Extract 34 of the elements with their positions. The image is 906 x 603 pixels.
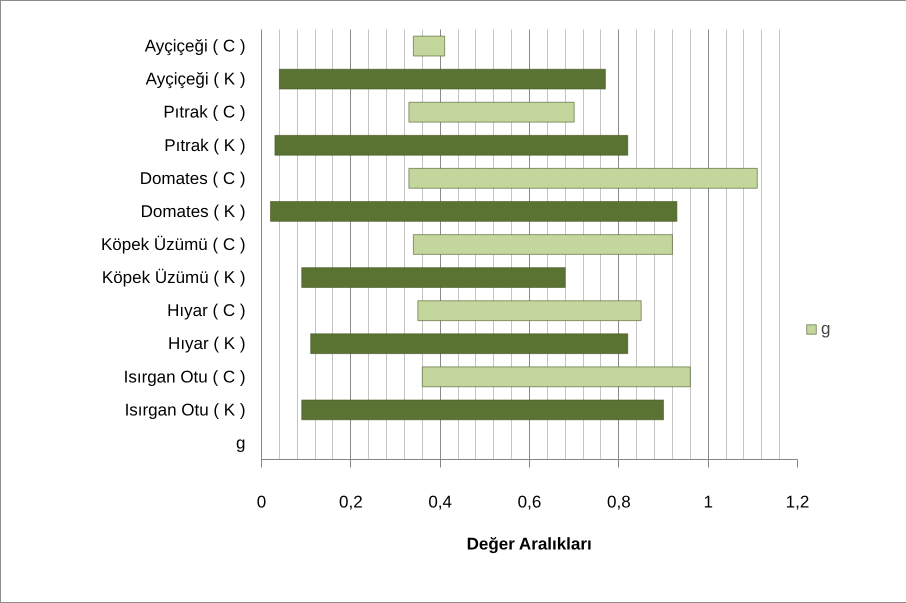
bar [408, 168, 758, 189]
y-tick-label: g [236, 433, 246, 452]
bar [301, 399, 664, 420]
y-tick-label: Isırgan Otu ( K ) [124, 400, 246, 420]
bar [417, 300, 642, 322]
x-tick-label: 0 [256, 492, 266, 512]
bar [310, 333, 628, 354]
x-tick-label: 1,2 [786, 492, 810, 512]
y-tick-label: Isırgan Otu ( C ) [124, 367, 246, 386]
y-tick-label: Köpek Üzümü ( C ) [100, 235, 246, 254]
legend-label: g [821, 319, 832, 339]
y-tick-label: Pıtrak ( K ) [164, 136, 246, 155]
y-tick-label: Hıyar ( K ) [168, 334, 246, 354]
x-tick-label: 1 [703, 492, 713, 512]
x-tick-label: 0,8 [607, 492, 631, 512]
x-tick-label: 0,6 [518, 492, 542, 512]
bar [412, 36, 446, 56]
y-tick-label: Pıtrak ( C ) [163, 102, 246, 122]
y-tick-label: Köpek Üzümü ( K ) [102, 268, 246, 288]
y-tick-label: Domates ( C ) [140, 168, 246, 188]
bar [408, 102, 575, 123]
y-tick-label: Hıyar ( C ) [167, 301, 246, 320]
bar [274, 134, 628, 156]
x-tick-label: 0,4 [428, 492, 452, 512]
bar [270, 201, 678, 222]
x-tick-label: 0,2 [339, 492, 363, 512]
y-tick-label: Ayçiçeği ( K ) [146, 70, 246, 89]
y-tick-label: Ayçiçeği ( C ) [144, 36, 246, 56]
bar [301, 267, 566, 288]
bar [278, 68, 606, 90]
x-axis-title: Değer Aralıkları [466, 534, 592, 554]
bar [422, 366, 691, 388]
bar [412, 234, 673, 255]
y-tick-label: Domates ( K ) [140, 202, 246, 221]
